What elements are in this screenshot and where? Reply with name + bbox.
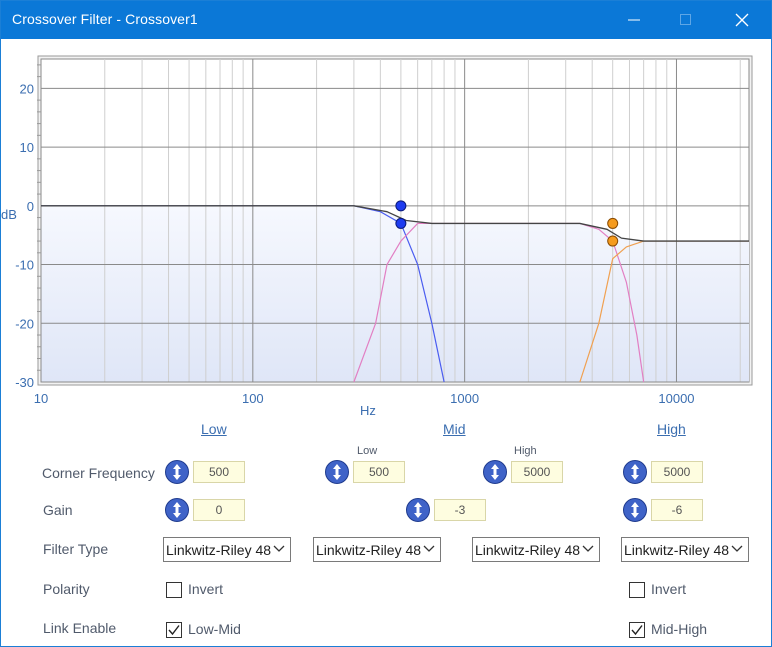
mid-high-sublabel: High (514, 445, 537, 457)
mid-high-checkbox[interactable] (629, 622, 645, 638)
section-high-link[interactable]: High (657, 421, 686, 437)
low-invert-checkbox[interactable] (166, 582, 182, 598)
low-filter-type-select[interactable]: Linkwitz-Riley 48 (163, 537, 291, 562)
x-tick-label: 100 (242, 391, 264, 406)
chevron-down-icon (731, 545, 743, 552)
x-axis-label: Hz (360, 403, 376, 418)
high-freq-spinner-knob[interactable] (623, 460, 647, 484)
high-invert-checkbox[interactable] (629, 582, 645, 598)
y-axis-label: dB (1, 207, 17, 222)
up-down-arrows-icon (333, 464, 341, 480)
chevron-down-icon (423, 545, 435, 552)
crossover-handle-2 (395, 217, 407, 229)
up-down-arrows-icon (414, 502, 422, 518)
high-gain-input[interactable]: -6 (651, 499, 703, 521)
title-bar[interactable]: Crossover Filter - Crossover1 (1, 1, 771, 39)
content-area: 20 10 0 -10 -20 -30 10 100 1000 10000 Hz dB Low Mid… (1, 40, 771, 646)
response-fill-area (41, 205, 749, 382)
crossover-handle-4 (607, 235, 619, 247)
high-filter-type-select[interactable]: Linkwitz-Riley 48 (621, 537, 749, 562)
x-tick-label: 1000 (450, 391, 479, 406)
checkmark-icon (631, 625, 643, 636)
high-filter-type-value: Linkwitz-Riley 48 (624, 542, 730, 558)
high-gain-spinner-knob[interactable] (623, 498, 647, 522)
low-freq-spinner-knob[interactable] (165, 460, 189, 484)
high-invert-label[interactable]: Invert (651, 581, 687, 597)
filter-type-label: Filter Type (43, 541, 109, 557)
minimize-button[interactable] (611, 1, 657, 39)
mid-high-filter-type-value: Linkwitz-Riley 48 (475, 542, 581, 558)
crossover-handle-1 (395, 200, 407, 212)
x-tick-label: 10000 (658, 391, 694, 406)
mid-high-freq-spinner-knob[interactable] (483, 460, 507, 484)
low-gain-input[interactable]: 0 (193, 499, 245, 521)
mid-low-filter-type-select[interactable]: Linkwitz-Riley 48 (313, 537, 441, 562)
section-mid-link[interactable]: Mid (443, 421, 466, 437)
mid-low-sublabel: Low (357, 445, 378, 457)
mid-low-filter-type-value: Linkwitz-Riley 48 (316, 542, 422, 558)
mid-high-filter-type-select[interactable]: Linkwitz-Riley 48 (472, 537, 600, 562)
window-title: Crossover Filter - Crossover1 (12, 11, 198, 27)
crossover-handle-3 (607, 217, 619, 229)
low-gain-spinner-knob[interactable] (165, 498, 189, 522)
chevron-down-icon (582, 545, 594, 552)
low-mid-checkbox[interactable] (166, 622, 182, 638)
link-enable-label: Link Enable (43, 620, 117, 636)
high-freq-input[interactable]: 5000 (651, 461, 703, 483)
maximize-icon (680, 14, 691, 25)
close-icon (735, 13, 749, 27)
mid-gain-spinner-knob[interactable] (406, 498, 430, 522)
y-tick-label: -20 (15, 316, 34, 331)
mid-low-freq-input[interactable]: 500 (353, 461, 405, 483)
mid-gain-input[interactable]: -3 (434, 499, 486, 521)
up-down-arrows-icon (173, 502, 181, 518)
y-tick-label: -30 (15, 375, 34, 390)
polarity-label: Polarity (43, 581, 90, 597)
low-invert-label[interactable]: Invert (188, 581, 224, 597)
close-button[interactable] (719, 1, 765, 39)
maximize-button[interactable] (663, 1, 709, 39)
section-low-link[interactable]: Low (201, 421, 227, 437)
checkmark-icon (168, 625, 180, 636)
mid-low-freq-spinner-knob[interactable] (325, 460, 349, 484)
up-down-arrows-icon (173, 464, 181, 480)
low-filter-type-value: Linkwitz-Riley 48 (166, 542, 272, 558)
y-tick-label: 20 (20, 81, 34, 96)
y-tick-label: 0 (27, 199, 34, 214)
low-mid-label[interactable]: Low-Mid (188, 621, 241, 637)
low-freq-input[interactable]: 500 (193, 461, 245, 483)
response-curve-4 (41, 205, 749, 242)
up-down-arrows-icon (631, 502, 639, 518)
chevron-down-icon (273, 545, 285, 552)
up-down-arrows-icon (491, 464, 499, 480)
mid-high-freq-input[interactable]: 5000 (511, 461, 563, 483)
minimize-icon (628, 19, 640, 21)
y-tick-label: 10 (20, 140, 34, 155)
up-down-arrows-icon (631, 464, 639, 480)
corner-frequency-label: Corner Frequency (42, 465, 155, 481)
gain-label: Gain (43, 502, 73, 518)
y-tick-label: -10 (15, 258, 34, 273)
x-tick-label: 10 (34, 391, 48, 406)
mid-high-label[interactable]: Mid-High (651, 621, 708, 637)
